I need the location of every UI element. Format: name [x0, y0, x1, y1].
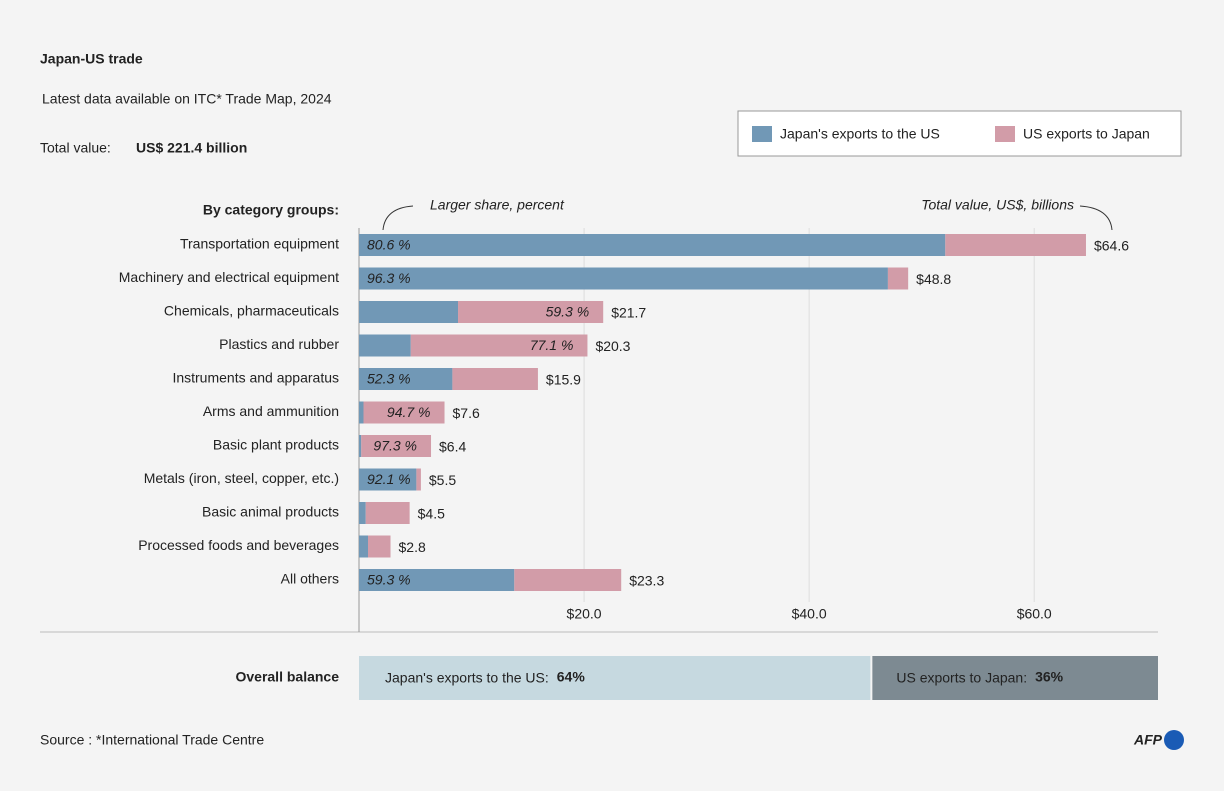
legend-swatch [752, 126, 772, 142]
total-label: $23.3 [629, 573, 664, 589]
balance-segment [359, 656, 871, 700]
bar-segment [514, 569, 622, 591]
bar-segment [359, 535, 369, 558]
bar-segment [359, 267, 888, 290]
bar-segment [945, 234, 1086, 256]
total-label: $2.8 [399, 539, 426, 555]
total-label: $64.6 [1094, 238, 1129, 254]
share-label: 77.1 % [530, 337, 574, 353]
category-label: Machinery and electrical equipment [119, 269, 339, 285]
logo-dot [1164, 730, 1184, 750]
bar-segment [368, 535, 391, 558]
balance-label: US exports to Japan: [896, 670, 1027, 686]
bar-segment [359, 334, 411, 357]
total-note: Total value, US$, billions [921, 197, 1074, 213]
total-label: $20.3 [595, 338, 630, 354]
share-label: 59.3 % [367, 572, 411, 588]
note-bracket [1079, 205, 1113, 231]
bar-segment [359, 234, 946, 256]
share-label: 97.3 % [373, 438, 417, 454]
total-label: $21.7 [611, 305, 646, 321]
x-tick-label: $20.0 [567, 606, 602, 622]
category-label: Arms and ammunition [203, 403, 339, 419]
bar-segment [359, 502, 366, 524]
bar-segment [359, 569, 515, 591]
bar-segment [359, 435, 362, 457]
category-label: Basic plant products [213, 437, 339, 453]
share-label: 52.3 % [367, 371, 411, 387]
note-bracket [382, 205, 414, 231]
total-label: $5.5 [429, 472, 456, 488]
total-label: $7.6 [453, 405, 480, 421]
balance-value: 64% [557, 669, 586, 685]
legend-label: US exports to Japan [1023, 126, 1150, 142]
category-label: Metals (iron, steel, copper, etc.) [144, 470, 339, 486]
balance-label: Japan's exports to the US: [385, 670, 549, 686]
bar-segment [452, 368, 538, 390]
bar-segment [363, 401, 445, 424]
category-label: Chemicals, pharmaceuticals [164, 303, 339, 319]
total-label: $15.9 [546, 372, 581, 388]
bar-segment [361, 435, 432, 457]
total-caption: Total value: [40, 140, 111, 156]
bar-segment [410, 334, 588, 357]
category-label: Transportation equipment [180, 236, 339, 252]
category-label: Basic animal products [202, 504, 339, 520]
bar-segment [416, 468, 421, 491]
balance-value: 36% [1035, 669, 1064, 685]
total-label: $4.5 [418, 506, 445, 522]
total-value: US$ 221.4 billion [136, 140, 247, 156]
share-label: 80.6 % [367, 237, 411, 253]
source: Source : *International Trade Centre [40, 732, 264, 748]
group-heading: By category groups: [203, 202, 339, 218]
x-tick-label: $40.0 [792, 606, 827, 622]
balance-segment [872, 656, 1158, 700]
legend-box [737, 110, 1182, 157]
bar-segment [365, 502, 410, 524]
category-label: Plastics and rubber [219, 336, 339, 352]
bar-segment [359, 368, 453, 390]
legend-label: Japan's exports to the US [780, 126, 940, 142]
total-label: $48.8 [916, 271, 951, 287]
share-note: Larger share, percent [430, 197, 565, 213]
bar-segment [887, 267, 909, 290]
share-label: 96.3 % [367, 270, 411, 286]
category-label: Instruments and apparatus [172, 370, 339, 386]
category-label: All others [281, 571, 339, 587]
logo: AFP [1133, 732, 1163, 748]
share-label: 94.7 % [387, 404, 431, 420]
bar-segment [359, 401, 364, 424]
x-tick-label: $60.0 [1017, 606, 1052, 622]
bar-segment [359, 468, 417, 491]
share-label: 59.3 % [546, 304, 590, 320]
bar-segment [359, 301, 459, 323]
subtitle: Latest data available on ITC* Trade Map,… [42, 91, 332, 107]
category-label: Processed foods and beverages [138, 537, 339, 553]
total-label: $6.4 [439, 439, 466, 455]
balance-title: Overall balance [235, 669, 339, 685]
chart-title: Japan-US trade [40, 51, 143, 67]
bar-segment [458, 301, 604, 323]
legend-swatch [995, 126, 1015, 142]
share-label: 92.1 % [367, 471, 411, 487]
